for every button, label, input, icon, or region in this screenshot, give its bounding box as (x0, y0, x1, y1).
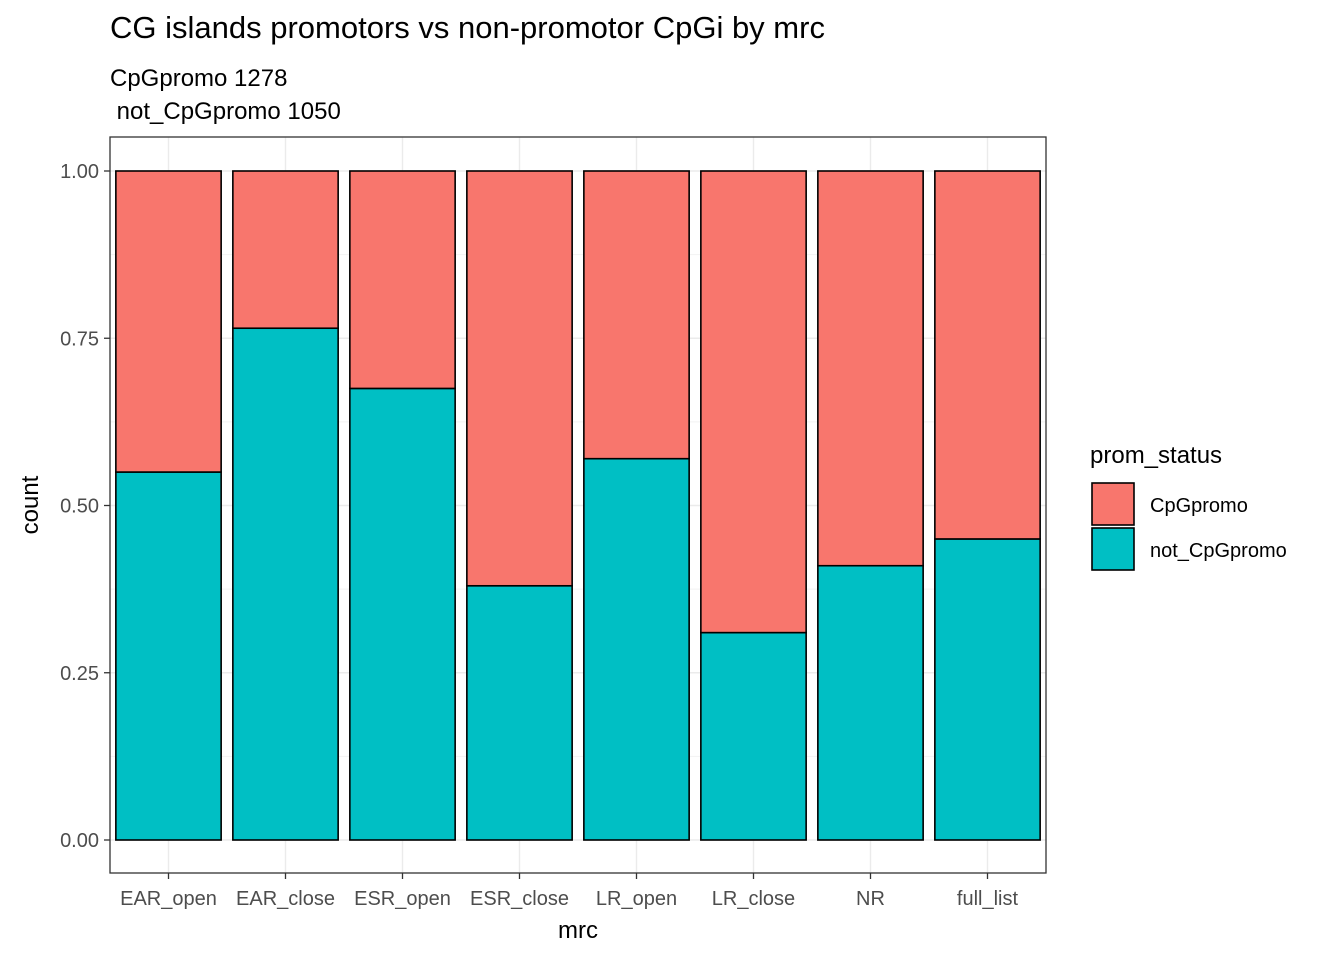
bar-not_CpGpromo-ESR_close (466, 584, 573, 841)
y-tick-label: 1.00 (60, 161, 99, 183)
bar-not_CpGpromo-NR (817, 564, 924, 841)
legend-key-not_CpGpromo (1091, 527, 1135, 571)
bars (115, 170, 1041, 841)
y-tick-label: 0.50 (60, 496, 99, 518)
x-tick-label: full_list (957, 888, 1019, 910)
bar-CpGpromo-LR_open (583, 170, 690, 460)
chart-subtitle: CpGpromo 1278 not_CpGpromo 1050 (110, 62, 341, 128)
x-axis-title: mrc (558, 917, 598, 944)
y-axis-title: count (17, 475, 44, 534)
y-tick-label: 0.00 (60, 830, 99, 852)
bar-not_CpGpromo-EAR_open (115, 471, 222, 841)
x-tick-label: LR_open (596, 888, 677, 910)
bar-not_CpGpromo-LR_open (583, 457, 690, 841)
bar-CpGpromo-ESR_open (349, 170, 456, 390)
legend-label-CpGpromo: CpGpromo (1150, 495, 1248, 517)
subtitle-line-2: not_CpGpromo 1050 (110, 98, 341, 125)
bar-not_CpGpromo-EAR_close (232, 327, 339, 841)
y-axis: 0.00 0.25 0.50 0.75 1.00 (60, 161, 110, 852)
bar-CpGpromo-EAR_close (232, 170, 339, 330)
x-tick-label: ESR_close (470, 888, 569, 910)
bar-CpGpromo-ESR_close (466, 170, 573, 587)
y-tick-label: 0.25 (60, 663, 99, 685)
bar-not_CpGpromo-LR_close (700, 631, 807, 841)
legend-key-CpGpromo (1091, 482, 1135, 526)
x-tick-label: ESR_open (354, 888, 451, 910)
x-axis: EAR_open EAR_close ESR_open ESR_close LR_ope… (120, 873, 1019, 910)
chart-title: CG islands promotors vs non-promotor CpG… (110, 10, 825, 45)
bar-CpGpromo-full_list (934, 170, 1041, 540)
bar-CpGpromo-LR_close (700, 170, 807, 634)
x-tick-label: EAR_close (236, 888, 335, 910)
bar-CpGpromo-EAR_open (115, 170, 222, 473)
x-tick-label: LR_close (712, 888, 795, 910)
x-tick-label: NR (856, 888, 885, 910)
legend-title: prom_status (1090, 442, 1222, 469)
bar-CpGpromo-NR (817, 170, 924, 567)
legend: prom_status CpGpromo not_CpGpromo (1090, 442, 1287, 571)
y-tick-label: 0.75 (60, 328, 99, 350)
bar-not_CpGpromo-full_list (934, 538, 1041, 841)
subtitle-line-1: CpGpromo 1278 (110, 65, 288, 92)
bar-not_CpGpromo-ESR_open (349, 387, 456, 841)
legend-label-not_CpGpromo: not_CpGpromo (1150, 540, 1287, 562)
x-tick-label: EAR_open (120, 888, 217, 910)
